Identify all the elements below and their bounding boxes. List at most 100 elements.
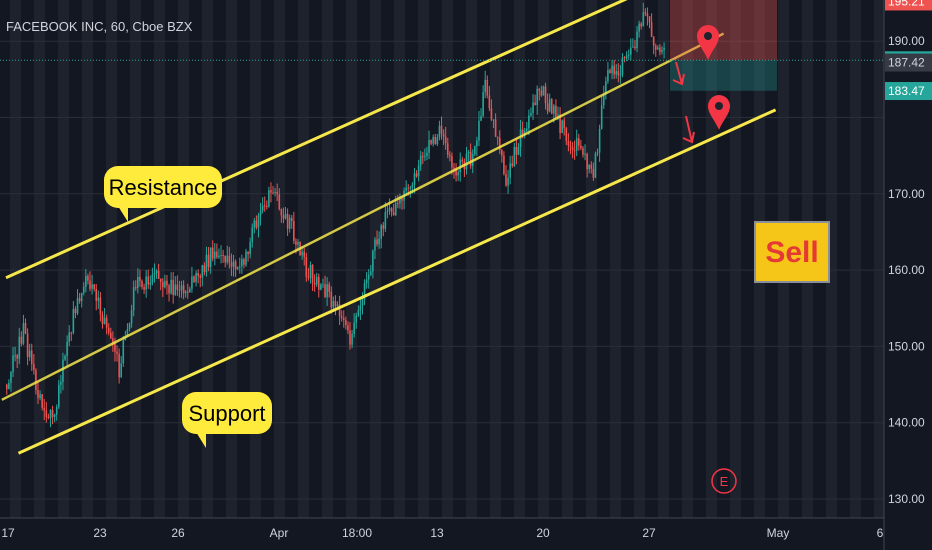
candle (211, 240, 214, 262)
candle (216, 243, 218, 259)
candle (532, 94, 534, 121)
candle (417, 159, 420, 182)
candle (648, 16, 651, 29)
candle (663, 42, 665, 59)
candle (141, 279, 143, 290)
candle (492, 119, 495, 128)
map-pin-icon[interactable] (708, 95, 730, 130)
candle (357, 305, 360, 318)
candle (18, 327, 21, 365)
candle (430, 139, 432, 146)
channel-line-middle[interactable] (1, 32, 725, 401)
candle (567, 133, 570, 152)
candle (290, 214, 293, 229)
candle (659, 44, 661, 56)
candle (652, 36, 655, 55)
candle (203, 262, 206, 276)
candle (657, 45, 659, 50)
candle (449, 151, 451, 162)
candle (511, 155, 514, 168)
candle (43, 399, 46, 420)
candle (157, 263, 160, 280)
channel-line-resistance[interactable] (5, 0, 634, 280)
candle (367, 269, 370, 289)
candle (268, 186, 270, 208)
sell-badge[interactable]: Sell (754, 221, 830, 283)
candle (16, 353, 18, 369)
candle (178, 280, 181, 298)
candle (82, 282, 85, 296)
candle (8, 379, 10, 390)
session-band (658, 0, 669, 518)
resistance-callout[interactable]: Resistance (104, 166, 222, 222)
candle (619, 64, 622, 84)
candle (197, 269, 199, 284)
candle (382, 221, 385, 237)
candle (434, 133, 437, 145)
session-band (418, 0, 429, 518)
candle (353, 313, 355, 338)
candle (66, 335, 68, 366)
candle (257, 212, 260, 238)
candle (563, 117, 566, 136)
candle (336, 301, 339, 308)
candle (30, 343, 33, 371)
candle (186, 283, 189, 299)
candle (644, 8, 647, 17)
time-axis[interactable] (0, 518, 884, 550)
candle (621, 53, 624, 78)
earnings-marker[interactable]: E (711, 468, 737, 494)
candle (328, 281, 330, 298)
candle (528, 109, 530, 136)
candle (172, 272, 174, 304)
x-tick-label: 13 (430, 526, 444, 540)
candle (351, 330, 353, 349)
candle (272, 185, 274, 195)
candle (480, 108, 482, 122)
candle (598, 124, 601, 162)
channel-line-support[interactable] (17, 108, 777, 455)
candle (263, 196, 266, 212)
candle (542, 85, 545, 96)
candle (151, 267, 154, 286)
candle (413, 168, 416, 194)
y-tick-label: 170.00 (888, 187, 925, 201)
candle (486, 75, 489, 99)
support-callout[interactable]: Support (182, 392, 272, 448)
map-pin-icon[interactable] (697, 25, 719, 60)
candle (207, 246, 210, 272)
candle (359, 299, 362, 321)
candle (638, 20, 640, 38)
candle (93, 284, 95, 292)
svg-text:195.21: 195.21 (888, 0, 925, 8)
candle (315, 272, 318, 287)
candle (338, 295, 341, 325)
candle (110, 327, 112, 339)
candle (55, 404, 58, 421)
candle (309, 261, 312, 284)
candle (646, 7, 649, 26)
candle (116, 345, 118, 362)
candle (20, 331, 23, 347)
candle (286, 208, 289, 236)
candle (355, 312, 358, 329)
candle (444, 127, 447, 150)
candle (457, 170, 459, 181)
candle (555, 99, 557, 119)
x-tick-label: 26 (171, 526, 185, 540)
candle (590, 161, 593, 174)
candle (166, 275, 168, 295)
candle (180, 280, 183, 298)
candle (388, 198, 391, 215)
candle (538, 87, 541, 101)
candle (39, 390, 41, 401)
candle (189, 286, 191, 293)
candle (261, 197, 264, 214)
target-zone[interactable] (670, 60, 777, 91)
sell-label: Sell (765, 236, 818, 269)
candle (334, 295, 337, 316)
candle (550, 98, 553, 115)
stop-zone[interactable] (670, 0, 777, 61)
y-tick-label: 140.00 (888, 416, 925, 430)
